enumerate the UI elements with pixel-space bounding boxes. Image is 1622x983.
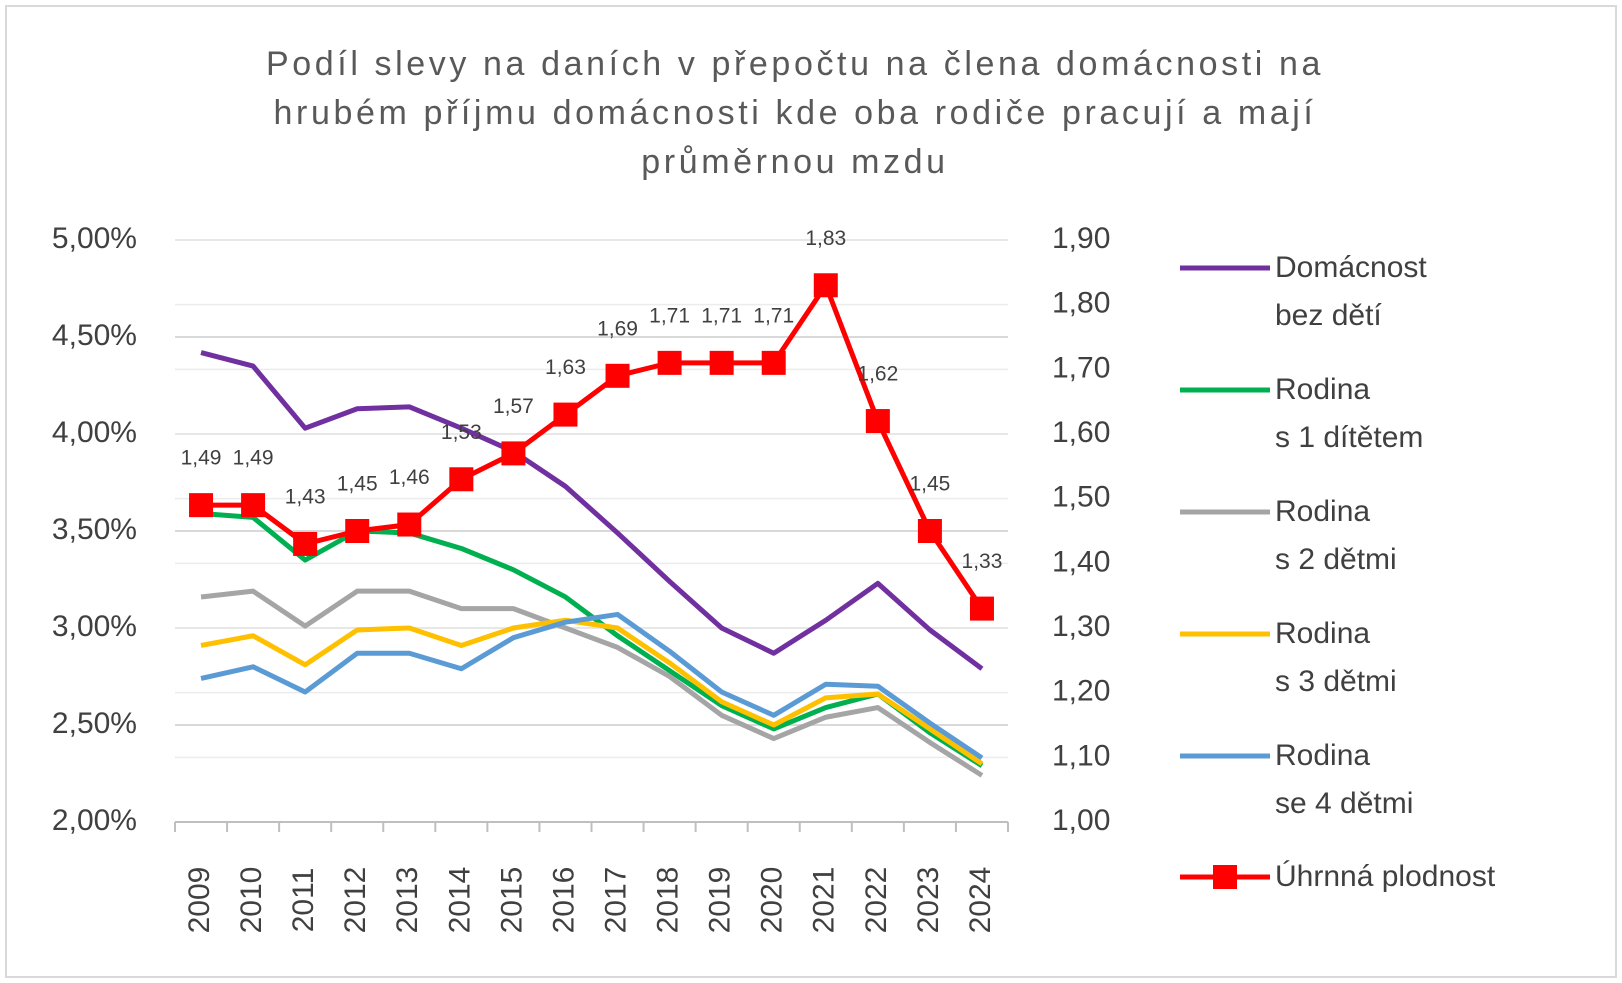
x-tick-label: 2014 (443, 867, 476, 934)
y2-tick-label: 1,60 (1052, 416, 1110, 449)
marker (761, 350, 786, 375)
data-label: 1,62 (857, 363, 898, 386)
marker (657, 350, 682, 375)
series-line (201, 282, 985, 610)
legend-label: Úhrnná plodnost (1275, 860, 1496, 893)
data-label: 1,53 (441, 421, 482, 444)
series-line (200, 588, 984, 778)
y2-tick-label: 1,00 (1052, 804, 1110, 837)
y-tick-label: 3,50% (52, 513, 137, 546)
y2-tick-label: 1,90 (1052, 222, 1110, 255)
y-tick-label: 4,50% (52, 319, 137, 352)
marker (345, 519, 370, 543)
data-label: 1,71 (753, 304, 794, 327)
y2-tick-label: 1,80 (1052, 287, 1110, 320)
data-label: 1,63 (545, 356, 586, 379)
legend-label: Rodina s 2 dětmi (1275, 495, 1397, 576)
y2-tick-label: 1,40 (1052, 545, 1110, 578)
data-label: 1,45 (337, 473, 378, 496)
marker (501, 441, 526, 466)
data-label: 1,83 (805, 227, 846, 250)
y-tick-label: 4,00% (52, 416, 137, 449)
marker (553, 402, 578, 427)
marker (293, 531, 318, 556)
legend-label: Rodina s 1 dítětem (1275, 373, 1424, 454)
data-label: 1,69 (597, 317, 638, 340)
x-tick-label: 2020 (756, 867, 789, 934)
data-label: 1,45 (909, 473, 950, 496)
x-tick-label: 2011 (287, 868, 320, 933)
y-tick-label: 2,00% (52, 804, 137, 837)
y-tick-label: 5,00% (52, 222, 137, 255)
y2-tick-label: 1,70 (1052, 351, 1110, 384)
data-label: 1,71 (701, 304, 742, 327)
y-tick-label: 2,50% (52, 707, 137, 740)
series-line (200, 350, 984, 671)
series-line (200, 611, 984, 761)
marker (865, 409, 890, 434)
legend-label: Domácnost bez dětí (1275, 251, 1427, 332)
marker (449, 467, 474, 492)
data-label: 1,49 (181, 447, 222, 470)
marker (397, 512, 422, 537)
chart-title: Podíl slevy na daních v přepočtu na člen… (266, 45, 1324, 181)
x-tick-label: 2009 (183, 867, 216, 934)
y2-tick-label: 1,30 (1052, 610, 1110, 643)
x-tick-label: 2021 (808, 867, 841, 934)
x-tick-label: 2015 (495, 867, 528, 934)
x-tick-label: 2022 (860, 867, 893, 934)
marker (241, 493, 266, 518)
marker (969, 596, 994, 621)
series-line (200, 617, 984, 766)
x-tick-label: 2019 (704, 867, 737, 934)
y-tick-label: 3,00% (52, 610, 137, 643)
x-tick-label: 2010 (235, 867, 268, 934)
marker (605, 363, 630, 388)
data-label: 1,49 (233, 447, 274, 470)
data-label: 1,57 (493, 395, 534, 418)
x-tick-label: 2017 (599, 867, 632, 934)
y2-tick-label: 1,20 (1052, 675, 1110, 708)
x-tick-label: 2012 (339, 867, 372, 934)
x-tick-label: 2013 (391, 867, 424, 934)
chart-border (5, 5, 1617, 978)
data-label: 1,43 (285, 485, 326, 508)
marker (709, 350, 734, 375)
marker (189, 493, 214, 518)
legend-label: Rodina s 3 dětmi (1275, 617, 1397, 698)
marker (917, 519, 942, 543)
x-tick-label: 2018 (652, 867, 685, 934)
x-tick-label: 2023 (912, 867, 945, 934)
data-label: 1,46 (389, 466, 430, 489)
y2-tick-label: 1,10 (1052, 739, 1110, 772)
x-tick-label: 2024 (964, 867, 997, 934)
legend-marker (1213, 865, 1237, 889)
legend-label: Rodina se 4 dětmi (1275, 739, 1414, 820)
x-tick-label: 2016 (547, 867, 580, 934)
data-label: 1,33 (962, 550, 1003, 573)
data-label: 1,71 (649, 304, 690, 327)
y2-tick-label: 1,50 (1052, 481, 1110, 514)
marker (813, 273, 838, 298)
